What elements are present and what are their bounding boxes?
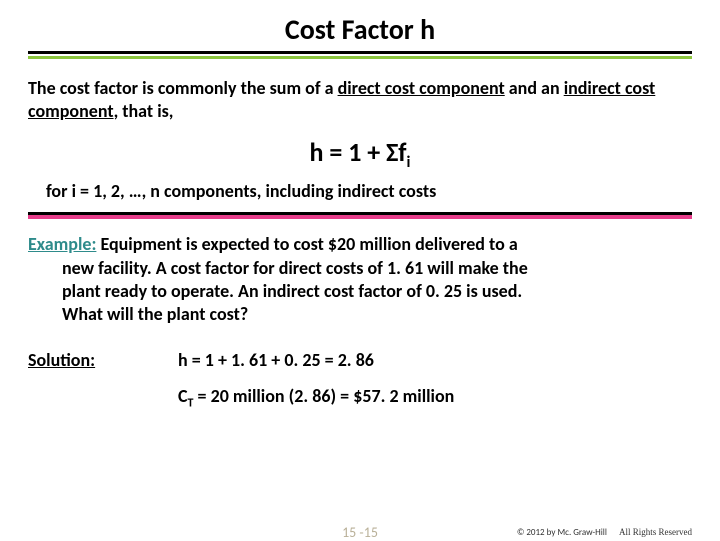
example-line4: What will the plant cost? [28, 303, 692, 326]
divider-pink [28, 215, 692, 219]
intro-text: The cost factor is commonly the sum of a… [28, 77, 692, 122]
solution-row: Solution: h = 1 + 1. 61 + 0. 25 = 2. 86 [28, 349, 692, 371]
ct-result: $57. 2 million [353, 385, 454, 407]
example-label: Example: [28, 233, 96, 255]
intro-lead: The cost factor is commonly the sum of a [28, 77, 338, 99]
solution-h-equation: h = 1 + 1. 61 + 0. 25 = 2. 86 [178, 349, 374, 371]
slide-title: Cost Factor h [28, 12, 692, 51]
copyright-text: © 2012 by Mc. Graw-Hill [517, 527, 607, 538]
ct-line: CT = 20 million (2. 86) = $57. 2 million [28, 385, 692, 411]
ct-mid: = 20 million (2. 86) = [193, 385, 353, 407]
rights-text: All Rights Reserved [619, 527, 692, 537]
divider [28, 212, 692, 219]
example-line2: new facility. A cost factor for direct c… [28, 257, 692, 280]
for-i-text: for i = 1, 2, …, n components, including… [28, 180, 692, 202]
page-number: 15 -15 [342, 524, 378, 541]
intro-direct: direct cost component [338, 77, 505, 99]
example-line3: plant ready to operate. An indirect cost… [28, 280, 692, 303]
example-block: Example: Equipment is expected to cost $… [28, 233, 692, 327]
title-underline-green [28, 56, 692, 59]
intro-mid: and an [505, 77, 564, 99]
formula-lhs: h = 1 + Σf [310, 136, 407, 168]
intro-tail: , that is, [114, 100, 174, 122]
formula-sub: i [407, 153, 411, 172]
example-line1: Equipment is expected to cost $20 millio… [96, 233, 517, 255]
solution-label: Solution: [28, 349, 178, 371]
formula: h = 1 + Σfi [28, 136, 692, 172]
copyright: © 2012 by Mc. Graw-Hill All Rights Reser… [517, 527, 692, 538]
ct-prefix: C [178, 385, 188, 407]
title-underline-black [28, 51, 692, 54]
